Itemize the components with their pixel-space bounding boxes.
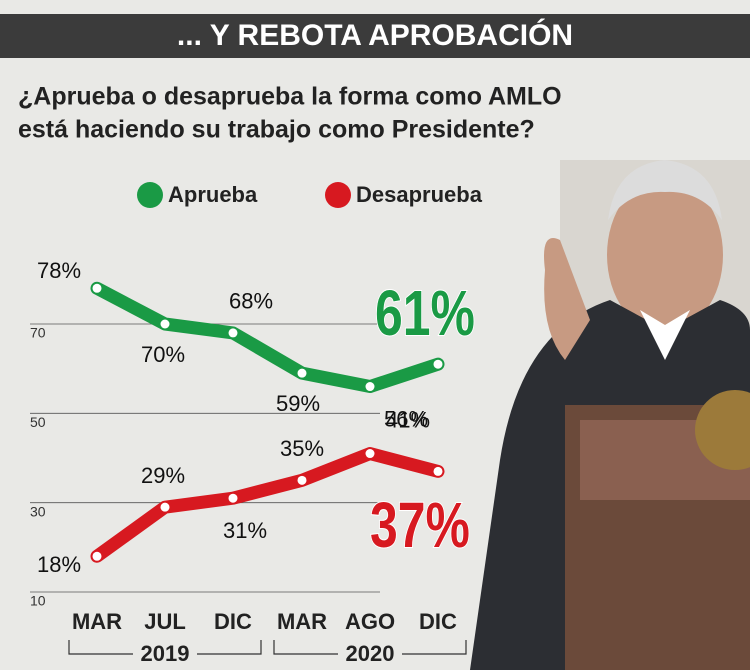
year-label: 2019 [141, 641, 190, 666]
legend-swatch [325, 182, 351, 208]
year-label: 2020 [346, 641, 395, 666]
x-tick-label: DIC [419, 609, 457, 634]
y-tick-label: 10 [30, 593, 46, 609]
data-point [160, 319, 170, 329]
value-label: 59% [276, 391, 320, 416]
chart-title: ... Y REBOTA APROBACIÓN [177, 18, 573, 52]
legend-label: Aprueba [168, 182, 258, 207]
data-point [228, 328, 238, 338]
subtitle: ¿Aprueba o desaprueba la forma como AMLO [18, 83, 562, 111]
data-point [297, 368, 307, 378]
series-line [90, 447, 445, 563]
series-line [90, 281, 445, 394]
y-tick-label: 70 [30, 325, 46, 341]
x-tick-label: AGO [345, 609, 395, 634]
x-tick-label: MAR [277, 609, 327, 634]
value-label: 56% [384, 406, 428, 431]
data-point [92, 551, 102, 561]
x-tick-label: MAR [72, 609, 122, 634]
year-bracket [68, 640, 262, 655]
x-tick-label: JUL [144, 609, 186, 634]
photo [470, 160, 750, 670]
data-point [297, 475, 307, 485]
value-label: 35% [280, 436, 324, 461]
data-point [433, 466, 443, 476]
value-label-big: 61% [375, 278, 475, 349]
data-point [365, 382, 375, 392]
legend-label: Desaprueba [356, 182, 483, 207]
value-label: 70% [141, 342, 185, 367]
data-point [160, 502, 170, 512]
y-tick-label: 30 [30, 503, 46, 519]
x-tick-label: DIC [214, 609, 252, 634]
value-label: 29% [141, 463, 185, 488]
value-label: 78% [37, 258, 81, 283]
data-point [365, 449, 375, 459]
value-label: 31% [223, 518, 267, 543]
data-point [228, 493, 238, 503]
legend-swatch [137, 182, 163, 208]
header-bar [0, 14, 750, 58]
value-label: 41% [386, 407, 430, 432]
y-tick-label: 50 [30, 414, 46, 430]
data-point [92, 283, 102, 293]
value-label: 18% [37, 552, 81, 577]
year-bracket [273, 640, 467, 655]
data-point [433, 359, 443, 369]
subtitle: está haciendo su trabajo como Presidente… [18, 116, 535, 144]
value-label-big: 37% [370, 490, 470, 561]
value-label: 68% [229, 289, 273, 314]
